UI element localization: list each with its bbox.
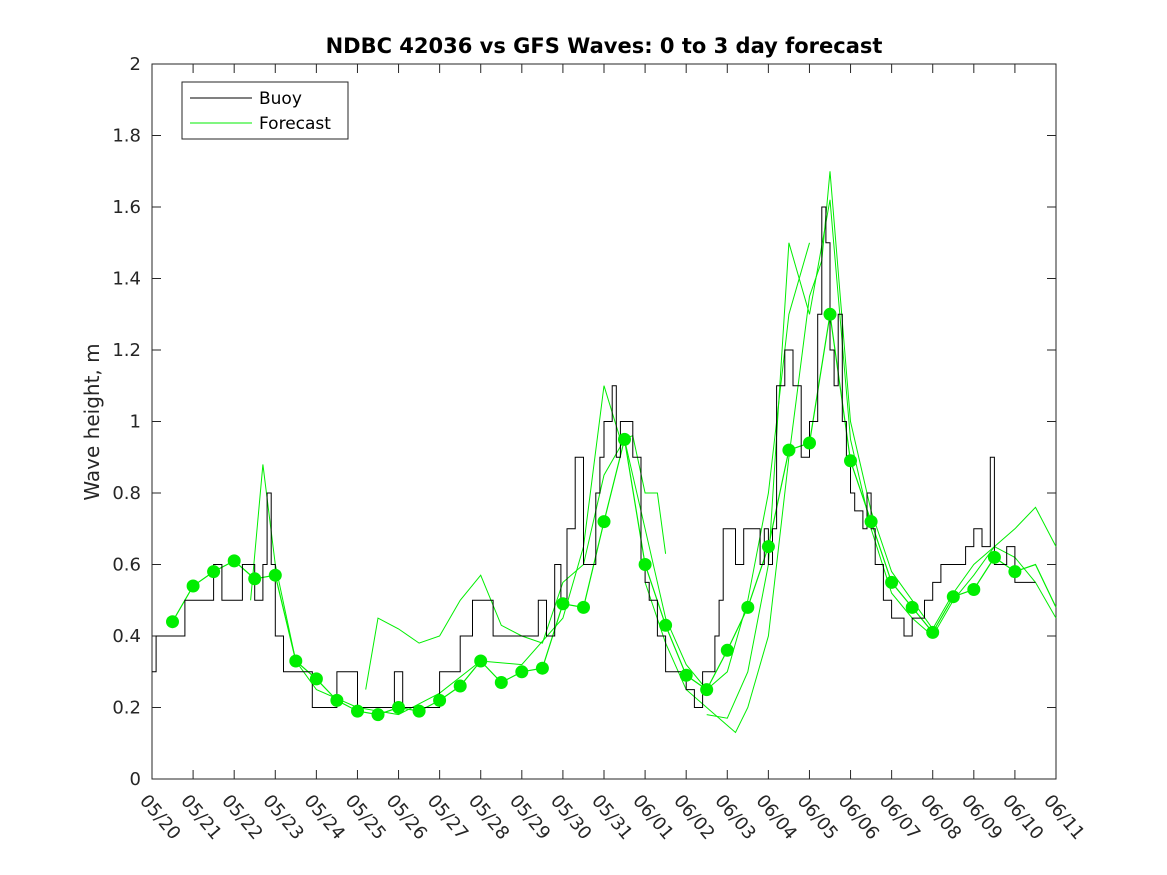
y-tick-label: 1.2 [112,340,141,361]
forecast-run-line [644,171,1057,734]
y-tick-label: 1.6 [112,197,141,218]
forecast-marker [659,618,673,632]
forecast-marker [679,668,693,682]
forecast-marker [556,597,570,611]
forecast-marker [823,307,837,321]
forecast-marker [227,554,241,568]
chart-title: NDBC 42036 vs GFS Waves: 0 to 3 day fore… [326,34,883,58]
forecast-marker [946,590,960,604]
forecast-marker [844,454,857,468]
forecast-marker [864,515,878,529]
y-tick-label: 0.8 [112,483,141,504]
forecast-marker [577,600,590,614]
buoy-line [152,206,1036,708]
y-tick-label: 2 [130,54,141,75]
forecast-marker [289,654,303,668]
y-tick-label: 1 [130,412,141,433]
forecast-marker [905,600,919,614]
y-tick-label: 0.2 [112,698,141,719]
forecast-marker [474,654,488,668]
y-tick-label: 0.6 [112,555,141,576]
forecast-marker [494,676,508,689]
forecast-marker [741,600,755,614]
forecast-run-line [706,199,1057,719]
forecast-marker [268,568,282,582]
forecast-marker [433,693,447,707]
forecast-marker [803,436,816,450]
forecast-marker [1008,565,1022,579]
forecast-marker [186,579,200,593]
legend-forecast-label: Forecast [259,114,331,134]
forecast-marker [412,704,426,718]
forecast-marker [597,515,611,529]
forecast-marker [207,565,221,579]
forecast-marker [967,583,981,596]
forecast-marker [761,540,775,554]
forecast-marker [330,693,344,707]
legend-buoy-label: Buoy [259,89,302,109]
forecast-marker [618,432,631,446]
forecast-marker [392,701,405,714]
forecast-marker [371,708,385,722]
forecast-marker [782,443,796,457]
forecast-marker [453,679,467,693]
y-axis-label: Wave height, m [80,343,104,500]
legend: Buoy Forecast [181,81,349,140]
forecast-marker [700,683,714,697]
forecast-marker [515,665,529,679]
y-tick-label: 1.4 [112,269,141,290]
legend-box [181,81,349,140]
forecast-marker [885,575,899,589]
forecast-marker [720,643,734,657]
y-tick-label: 0 [130,769,141,790]
y-tick-label: 0.4 [112,626,141,647]
forecast-marker [166,615,179,629]
y-tick-label: 1.8 [112,126,141,147]
forecast-marker [351,704,364,718]
forecast-marker [535,661,549,675]
forecast-marker [987,550,1001,564]
forecast-marker [638,558,652,571]
forecast-marker [248,572,262,586]
forecast-marker [926,625,940,639]
forecast-marker [309,672,323,686]
